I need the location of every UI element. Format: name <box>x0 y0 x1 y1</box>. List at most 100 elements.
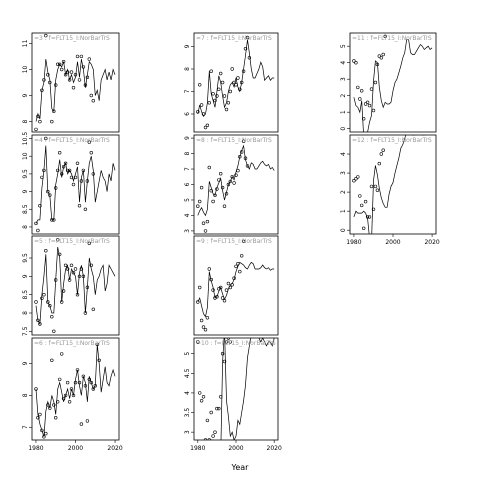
data-point <box>57 377 62 382</box>
data-point <box>83 311 88 315</box>
x-tick-label: 2000 <box>385 239 400 246</box>
x-tick-label: 2020 <box>107 445 122 452</box>
data-point <box>46 72 50 77</box>
data-point <box>360 89 364 93</box>
data-point <box>61 59 66 64</box>
data-point <box>232 276 236 280</box>
data-point <box>50 218 54 222</box>
data-point <box>81 374 86 378</box>
panel-frame <box>193 134 279 235</box>
data-point <box>81 168 86 173</box>
x-tick-label: 2020 <box>424 239 439 246</box>
data-point <box>71 393 76 398</box>
series-line <box>35 246 116 326</box>
data-point <box>52 329 56 333</box>
series-line <box>35 145 116 224</box>
data-point <box>362 117 366 121</box>
data-point <box>73 175 78 180</box>
panel-plot <box>352 135 425 234</box>
data-point <box>234 83 238 87</box>
panel-frame <box>193 337 279 441</box>
panel: =11 : f=FLT15_I:NorBarTrS 0 1 2 3 4 5 <box>340 32 437 133</box>
data-point <box>91 98 96 103</box>
y-tick-label: 8.5 <box>22 204 29 214</box>
data-point <box>85 179 90 183</box>
data-point <box>52 403 56 407</box>
data-point <box>34 387 38 391</box>
panel-frame <box>349 32 437 133</box>
data-point <box>77 274 82 278</box>
data-point <box>67 400 72 404</box>
data-point <box>228 89 233 94</box>
data-point <box>238 155 242 159</box>
data-point <box>55 400 60 404</box>
y-tick-label: 8 <box>22 311 29 315</box>
data-point <box>205 418 210 423</box>
x-tick-label: 2020 <box>267 445 282 452</box>
data-point <box>209 69 213 73</box>
panel: =4 : f=FLT15_I:NorBarTrS 8 8.5 9 9.5 10 10.5 <box>22 132 120 235</box>
y-tick-label: 9 <box>22 189 29 193</box>
panel-plot <box>34 33 116 132</box>
data-point <box>40 88 44 93</box>
y-tick-label: 2 <box>340 94 347 98</box>
x-tick-label: 2000 <box>68 445 83 452</box>
data-point <box>209 410 213 415</box>
data-point <box>245 35 250 40</box>
panel-plot <box>196 139 275 233</box>
data-point <box>213 193 217 198</box>
data-point <box>63 263 68 267</box>
data-point <box>365 100 370 105</box>
data-point <box>53 186 58 190</box>
data-point <box>371 108 376 113</box>
data-point <box>38 119 42 124</box>
panel: =10 : f=FLT15_I:NorBarTrS 3 3.5 4 4.5 5 1980 20… <box>184 337 282 452</box>
y-tick-label: 8 <box>22 119 29 123</box>
data-point <box>215 295 219 299</box>
data-point <box>63 72 68 77</box>
y-tick-label: 10 <box>22 152 29 160</box>
panel-label: =5 : f=FLT15_I:NorBarTrS <box>34 238 110 245</box>
data-point <box>224 340 229 344</box>
y-tick-label: 4.5 <box>184 368 191 378</box>
data-point <box>220 80 225 85</box>
panel-label: =10 : f=FLT15_I:NorBarTrS <box>196 340 276 347</box>
data-point <box>89 263 94 267</box>
x-tick-label: 1980 <box>28 445 43 452</box>
data-point <box>245 164 250 168</box>
data-point <box>199 185 204 190</box>
data-point <box>77 204 82 208</box>
data-point <box>203 438 208 440</box>
series-line <box>197 144 275 217</box>
x-tick-label: 1980 <box>190 445 205 452</box>
data-point <box>71 85 76 90</box>
data-point <box>40 428 44 433</box>
data-point <box>48 304 52 308</box>
data-point <box>228 285 233 290</box>
data-point <box>87 57 92 61</box>
panel-label: =3 : f=FLT15_I:NorBarTrS <box>34 35 110 42</box>
data-point <box>196 300 200 304</box>
data-point <box>379 152 383 156</box>
data-point <box>89 93 94 98</box>
y-tick-label: 0 <box>340 127 347 131</box>
data-point <box>71 271 76 275</box>
data-point <box>203 229 208 233</box>
data-point <box>52 218 56 222</box>
y-tick-label: 3 <box>340 77 347 81</box>
data-point <box>199 103 204 107</box>
panel-frame <box>31 134 120 235</box>
y-tick-label: 8 <box>184 67 191 71</box>
data-point <box>375 188 380 192</box>
panel-label: =12 : f=FLT15_I:NorBarTrS <box>352 137 432 144</box>
data-point <box>50 119 54 124</box>
data-point <box>211 288 215 292</box>
data-point <box>85 419 90 423</box>
data-point <box>40 296 44 300</box>
data-point <box>42 435 46 439</box>
data-point <box>63 393 68 398</box>
data-point <box>205 219 210 224</box>
data-point <box>57 151 62 155</box>
data-point <box>215 406 219 411</box>
